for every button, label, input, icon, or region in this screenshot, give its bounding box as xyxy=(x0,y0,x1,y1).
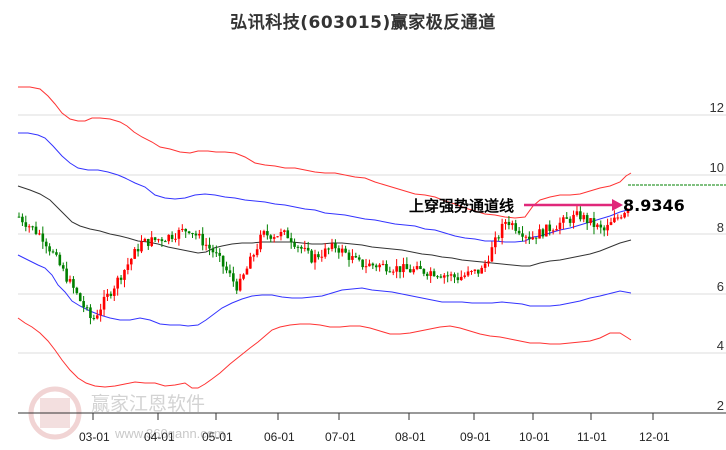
outer-upper-band xyxy=(18,86,632,219)
x-axis-ticks xyxy=(92,413,654,420)
inner-lower-band xyxy=(17,254,632,327)
y-axis-labels: 12 10 8 6 4 2 xyxy=(710,100,724,413)
y-label-10: 10 xyxy=(710,160,724,175)
y-label-4: 4 xyxy=(717,338,724,353)
x-label-05-01: 05-01 xyxy=(202,430,233,444)
mid-line xyxy=(17,185,632,267)
x-label-06-01: 06-01 xyxy=(264,430,295,444)
x-label-09-01: 09-01 xyxy=(460,430,491,444)
watermark: 赢家江恩软件 www.360gann.com xyxy=(28,386,225,441)
y-label-6: 6 xyxy=(717,279,724,294)
annotation-label: 上穿强势通道线 xyxy=(409,197,514,215)
chart-title: 弘讯科技(603015)赢家极反通道 xyxy=(230,13,496,33)
gridlines xyxy=(18,114,726,354)
x-label-07-01: 07-01 xyxy=(325,430,356,444)
y-label-12: 12 xyxy=(710,100,724,115)
watermark-url: www.360gann.com xyxy=(114,426,225,441)
arrow-head-icon xyxy=(612,199,623,211)
x-label-03-01: 03-01 xyxy=(79,430,110,444)
x-label-04-01: 04-01 xyxy=(144,430,175,444)
annotation-value: 8.9346 xyxy=(623,196,685,215)
x-label-11-01: 11-01 xyxy=(577,430,607,444)
y-label-8: 8 xyxy=(717,220,724,235)
watermark-brand: 赢家江恩软件 xyxy=(91,393,205,415)
y-label-2: 2 xyxy=(717,398,724,413)
price-candles xyxy=(17,204,630,325)
x-label-08-01: 08-01 xyxy=(395,430,426,444)
x-label-10-01: 10-01 xyxy=(519,430,550,444)
x-label-12-01: 12-01 xyxy=(639,430,670,444)
x-axis-labels: 03-01 04-01 05-01 06-01 07-01 08-01 09-0… xyxy=(79,430,670,444)
outer-lower-band xyxy=(17,317,632,389)
